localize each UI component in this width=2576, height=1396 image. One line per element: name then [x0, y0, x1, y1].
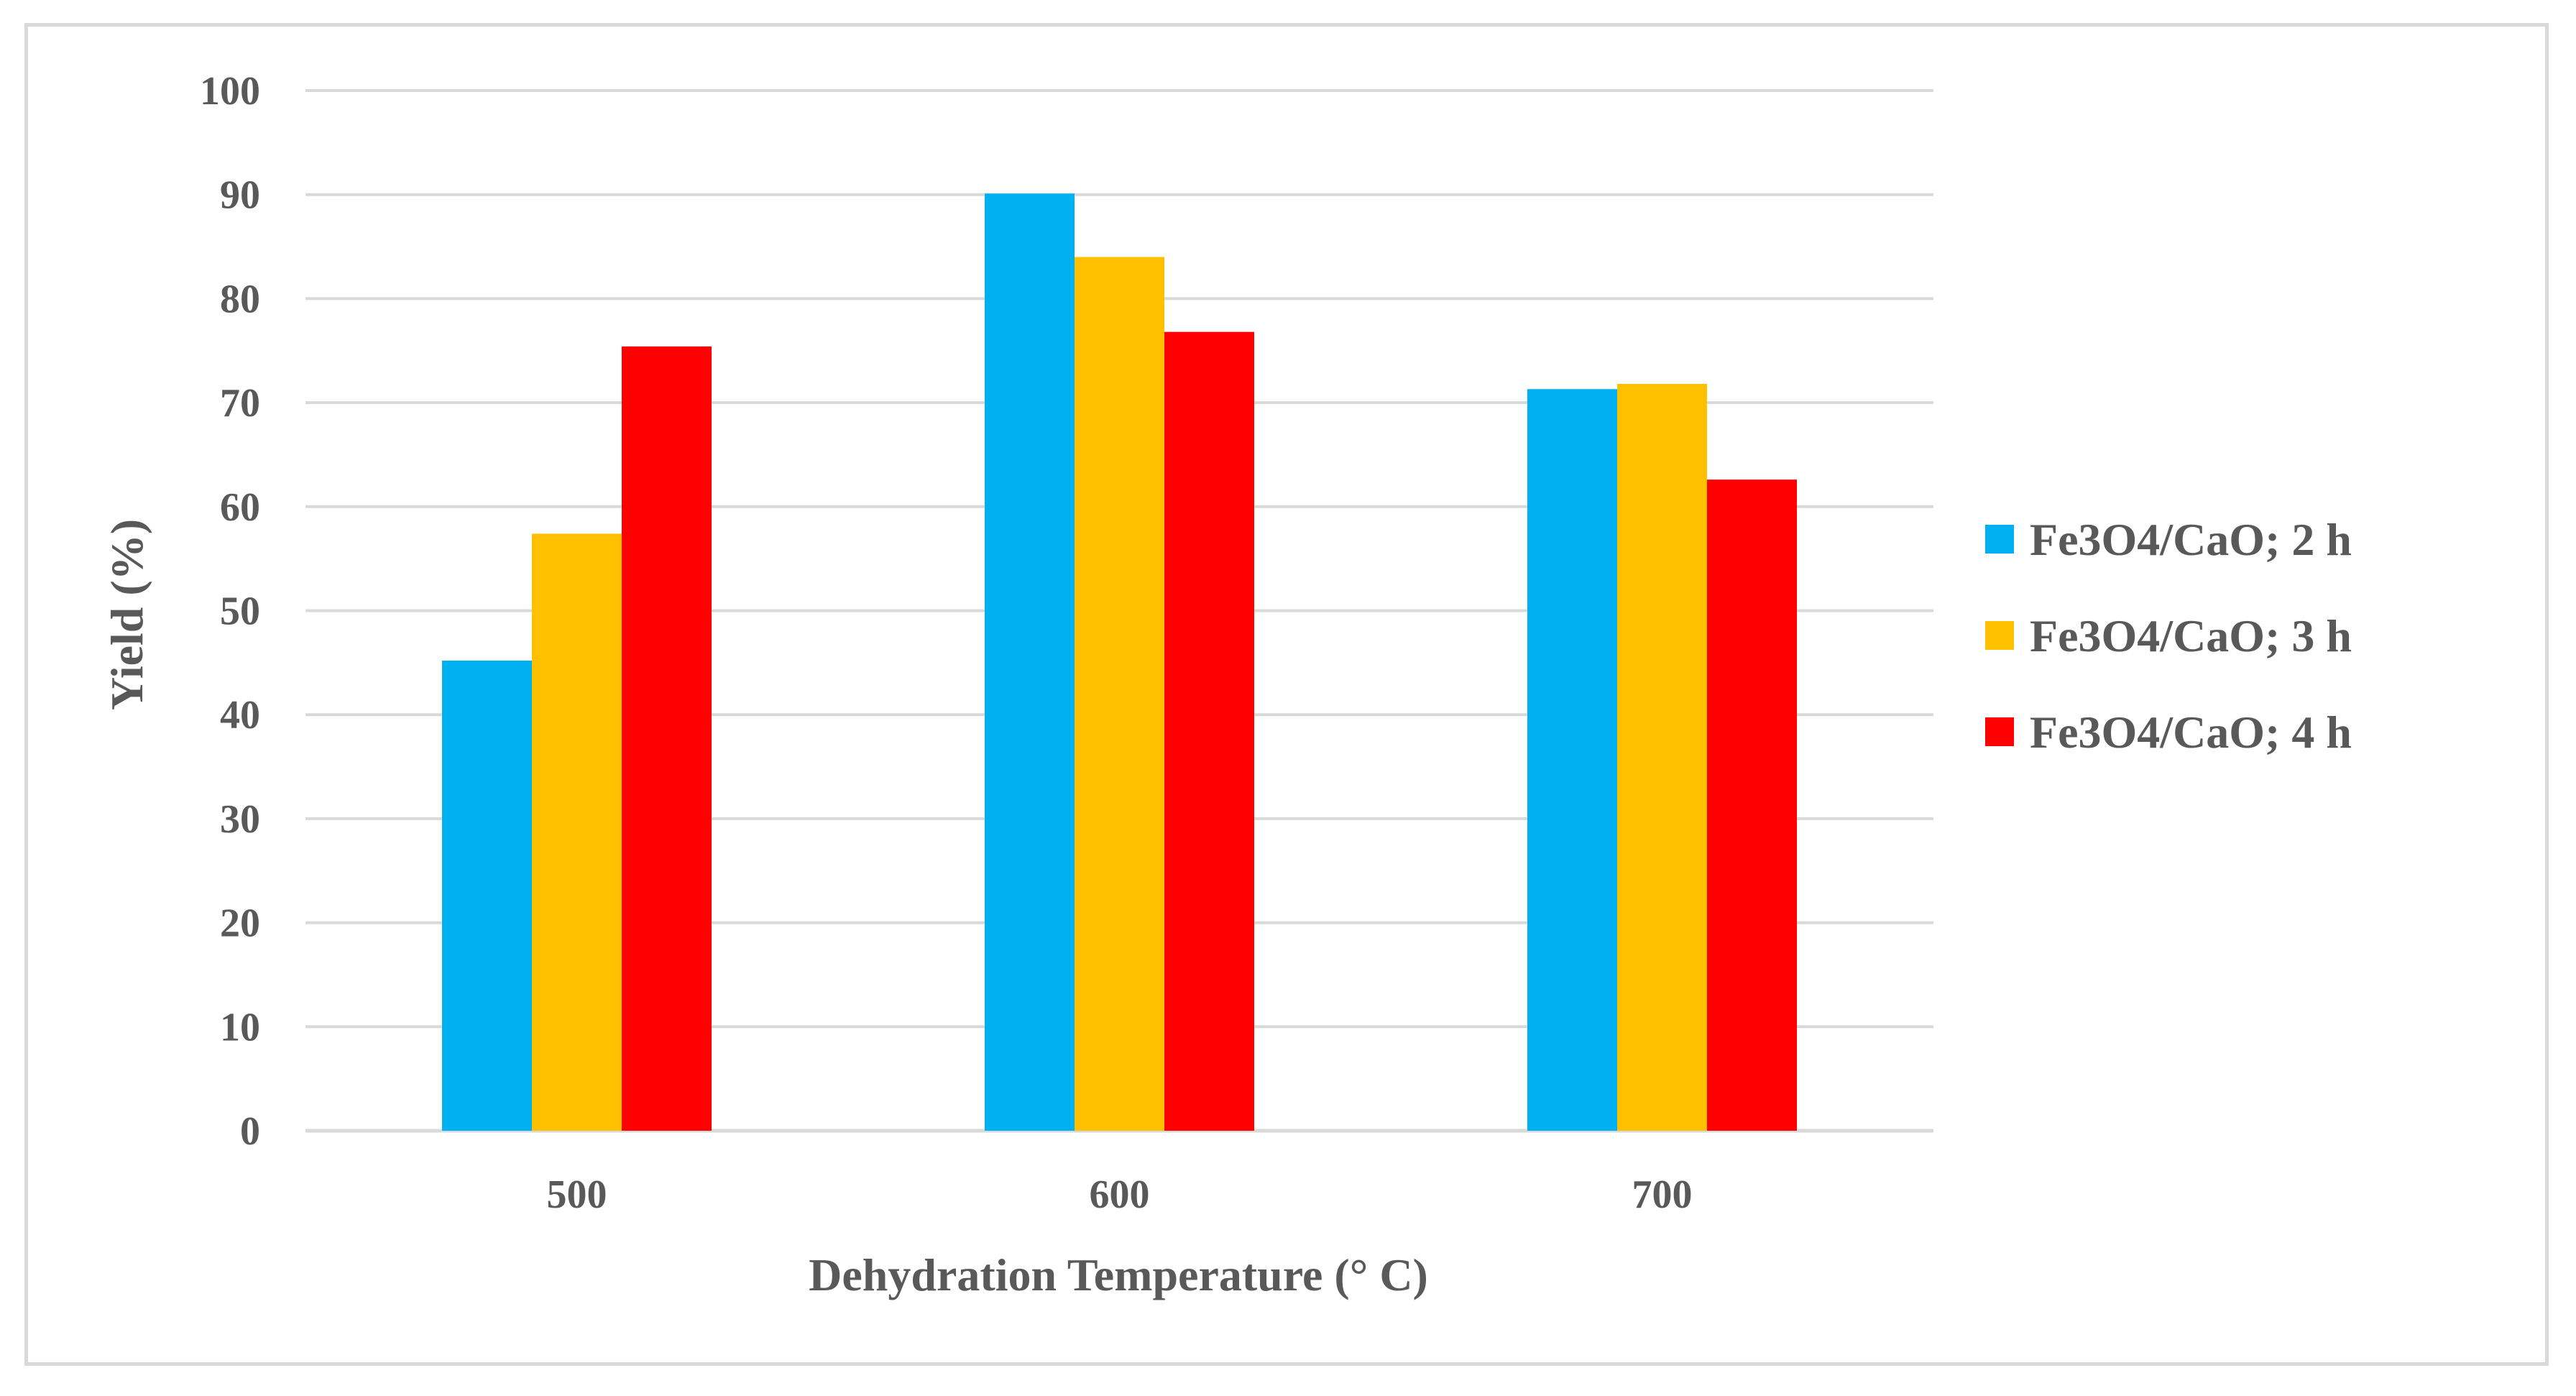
x-axis-title: Dehydration Temperature (° C)	[809, 1249, 1428, 1300]
x-tick-labels: 500 600 700	[547, 1172, 1693, 1217]
y-tick-label-10: 10	[220, 1005, 260, 1050]
y-tick-label-100: 100	[200, 69, 260, 114]
y-tick-label-60: 60	[220, 485, 260, 530]
bar-700-series-3	[1707, 479, 1797, 1131]
y-tick-label-50: 50	[220, 589, 260, 634]
legend-label-1: Fe3O4/CaO; 2 h	[2030, 514, 2352, 565]
bar-500-series-3	[622, 346, 712, 1131]
y-tick-label-90: 90	[220, 173, 260, 218]
legend-swatch-2	[1985, 621, 2014, 650]
bar-600-series-2	[1075, 257, 1164, 1131]
bar-700-series-2	[1617, 384, 1707, 1131]
legend-label-2: Fe3O4/CaO; 3 h	[2030, 610, 2352, 661]
bars	[442, 193, 1797, 1131]
y-tick-label-70: 70	[220, 381, 260, 426]
x-tick-label-700: 700	[1632, 1172, 1693, 1217]
bar-500-series-1	[442, 660, 532, 1131]
y-tick-label-0: 0	[240, 1109, 260, 1154]
bar-600-series-1	[985, 193, 1075, 1131]
bar-700-series-1	[1527, 389, 1617, 1131]
bar-600-series-3	[1164, 331, 1254, 1131]
legend-swatch-3	[1985, 717, 2014, 746]
y-tick-label-20: 20	[220, 901, 260, 946]
y-tick-label-80: 80	[220, 277, 260, 321]
y-axis-title: Yield (%)	[101, 519, 152, 710]
legend-label-3: Fe3O4/CaO; 4 h	[2030, 707, 2352, 758]
bar-500-series-2	[532, 533, 622, 1131]
x-tick-label-500: 500	[547, 1172, 607, 1217]
y-tick-labels: 0 10 20 30 40 50 60 70 80 90 100	[200, 69, 260, 1154]
legend-swatch-1	[1985, 525, 2014, 554]
y-tick-label-40: 40	[220, 693, 260, 738]
legend: Fe3O4/CaO; 2 h Fe3O4/CaO; 3 h Fe3O4/CaO; 4…	[1985, 514, 2352, 758]
x-tick-label-600: 600	[1090, 1172, 1150, 1217]
y-tick-label-30: 30	[220, 797, 260, 842]
